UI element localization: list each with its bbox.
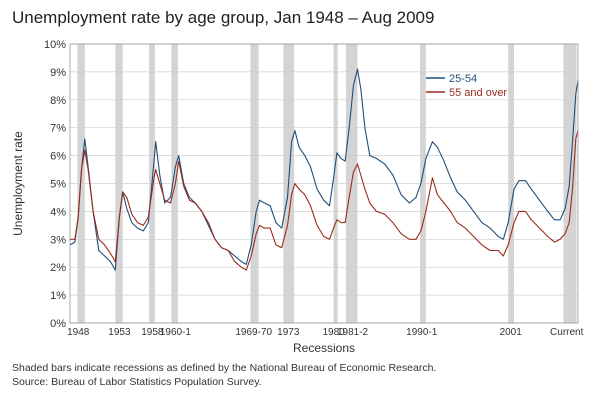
recession-label: 1960-1 [160,327,192,338]
gridlines [70,43,578,324]
y-tick-label: 10% [44,39,66,51]
y-tick-label: 4% [50,206,66,218]
recession-label: 1990-1 [406,327,438,338]
y-tick-label: 8% [50,95,66,107]
y-tick-label: 3% [50,234,66,246]
recession-label: 1969-70 [235,327,272,338]
y-tick-label: 9% [50,67,66,79]
series-lines [69,68,579,271]
chart-title: Unemployment rate by age group, Jan 1948… [12,8,435,27]
recession-label: 1948 [67,327,90,338]
recession-label: 1981-2 [337,327,369,338]
legend: 25-54 55 and over [426,73,507,99]
footnote: Shaded bars indicate recessions as defin… [12,361,436,389]
recession-label: 1973 [277,327,300,338]
y-tick-label: 2% [50,262,66,274]
x-axis-title: Recessions [293,341,355,355]
recession-label: 2001 [500,327,523,338]
recession-label: 1958 [141,327,164,338]
y-tick-labels: 0% 1% 2% 3% 4% 5% 6% 7% 8% 9% 10% [44,39,66,330]
y-tick-label: 0% [50,318,66,330]
series-line-1 [70,130,579,271]
plot-frame [69,43,579,324]
y-tick-label: 7% [50,123,66,135]
y-tick-label: 1% [50,290,66,302]
recession-label: Current [550,327,584,338]
y-axis-title: Unemployment rate [11,131,25,236]
recession-label: 1953 [108,327,131,338]
recession-label: 1980 [322,327,345,338]
y-tick-label: 6% [50,151,66,163]
legend-label-0: 25-54 [449,73,477,85]
legend-label-1: 55 and over [449,87,507,99]
footnote-source: Source: Bureau of Labor Statistics Popul… [12,376,262,388]
series-line-0 [69,68,579,271]
y-tick-label: 5% [50,179,66,191]
footnote-recession-note: Shaded bars indicate recessions as defin… [12,362,437,374]
